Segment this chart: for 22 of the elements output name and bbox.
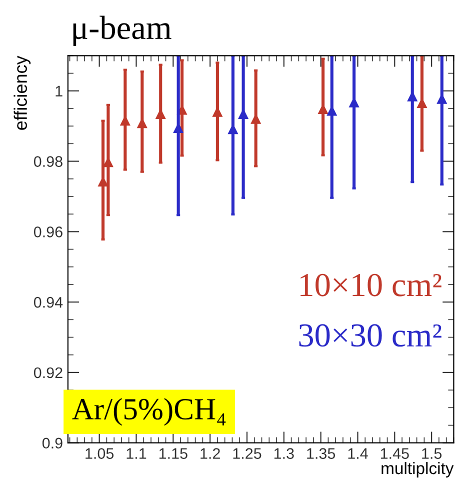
y-tick-label: 0.9 — [42, 438, 62, 449]
y-tick-label: 1 — [56, 86, 62, 96]
y-tick-label: 0.92 — [34, 367, 62, 378]
y-axis-title: efficiency — [14, 56, 31, 130]
x-tick-label: 1.4 — [348, 448, 368, 459]
x-tick-label: 1.1 — [126, 448, 146, 459]
y-tick-label: 0.98 — [34, 156, 62, 167]
x-tick-label: 1.25 — [233, 448, 262, 459]
text: 10×10 cm² — [300, 274, 442, 296]
x-tick-label: 1.35 — [307, 448, 336, 459]
x-tick-label: 1.3 — [274, 448, 294, 459]
y-tick-label: 0.96 — [34, 226, 62, 238]
x-tick-label: 1.15 — [159, 448, 188, 459]
x-axis-title: multiplcity — [382, 462, 454, 478]
x-tick-label: 1.5 — [422, 448, 442, 459]
x-tick-label: 1.2 — [200, 448, 220, 459]
text: 30×30 cm² — [299, 324, 442, 347]
y-tick-label: 0.94 — [34, 296, 63, 308]
chart-title: μ-beam — [73, 16, 172, 46]
annotation: Ar/(5%)CH₄ — [72, 398, 226, 426]
x-tick-label: 1.45 — [380, 448, 409, 459]
x-tick-label: 1.05 — [86, 448, 114, 459]
